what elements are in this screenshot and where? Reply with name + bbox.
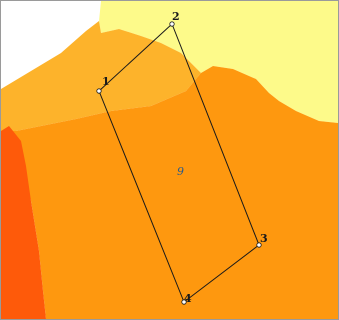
red-orange-zone: [1, 126, 46, 319]
vertex-label-2: 2: [172, 10, 180, 23]
vertex-label-4: 4: [184, 292, 192, 305]
vertex-label-3: 3: [260, 232, 268, 245]
vertex-marker-3[interactable]: [256, 242, 262, 248]
deep-orange-zone: [1, 66, 338, 319]
parcel-id-label: 9: [177, 165, 184, 178]
vertex-marker-2[interactable]: [169, 21, 175, 27]
vertex-label-1: 1: [102, 75, 110, 88]
vertex-marker-1[interactable]: [96, 88, 102, 94]
light-yellow-zone: [99, 1, 338, 123]
vertex-marker-4[interactable]: [181, 299, 187, 305]
amber-zone: [1, 21, 201, 131]
